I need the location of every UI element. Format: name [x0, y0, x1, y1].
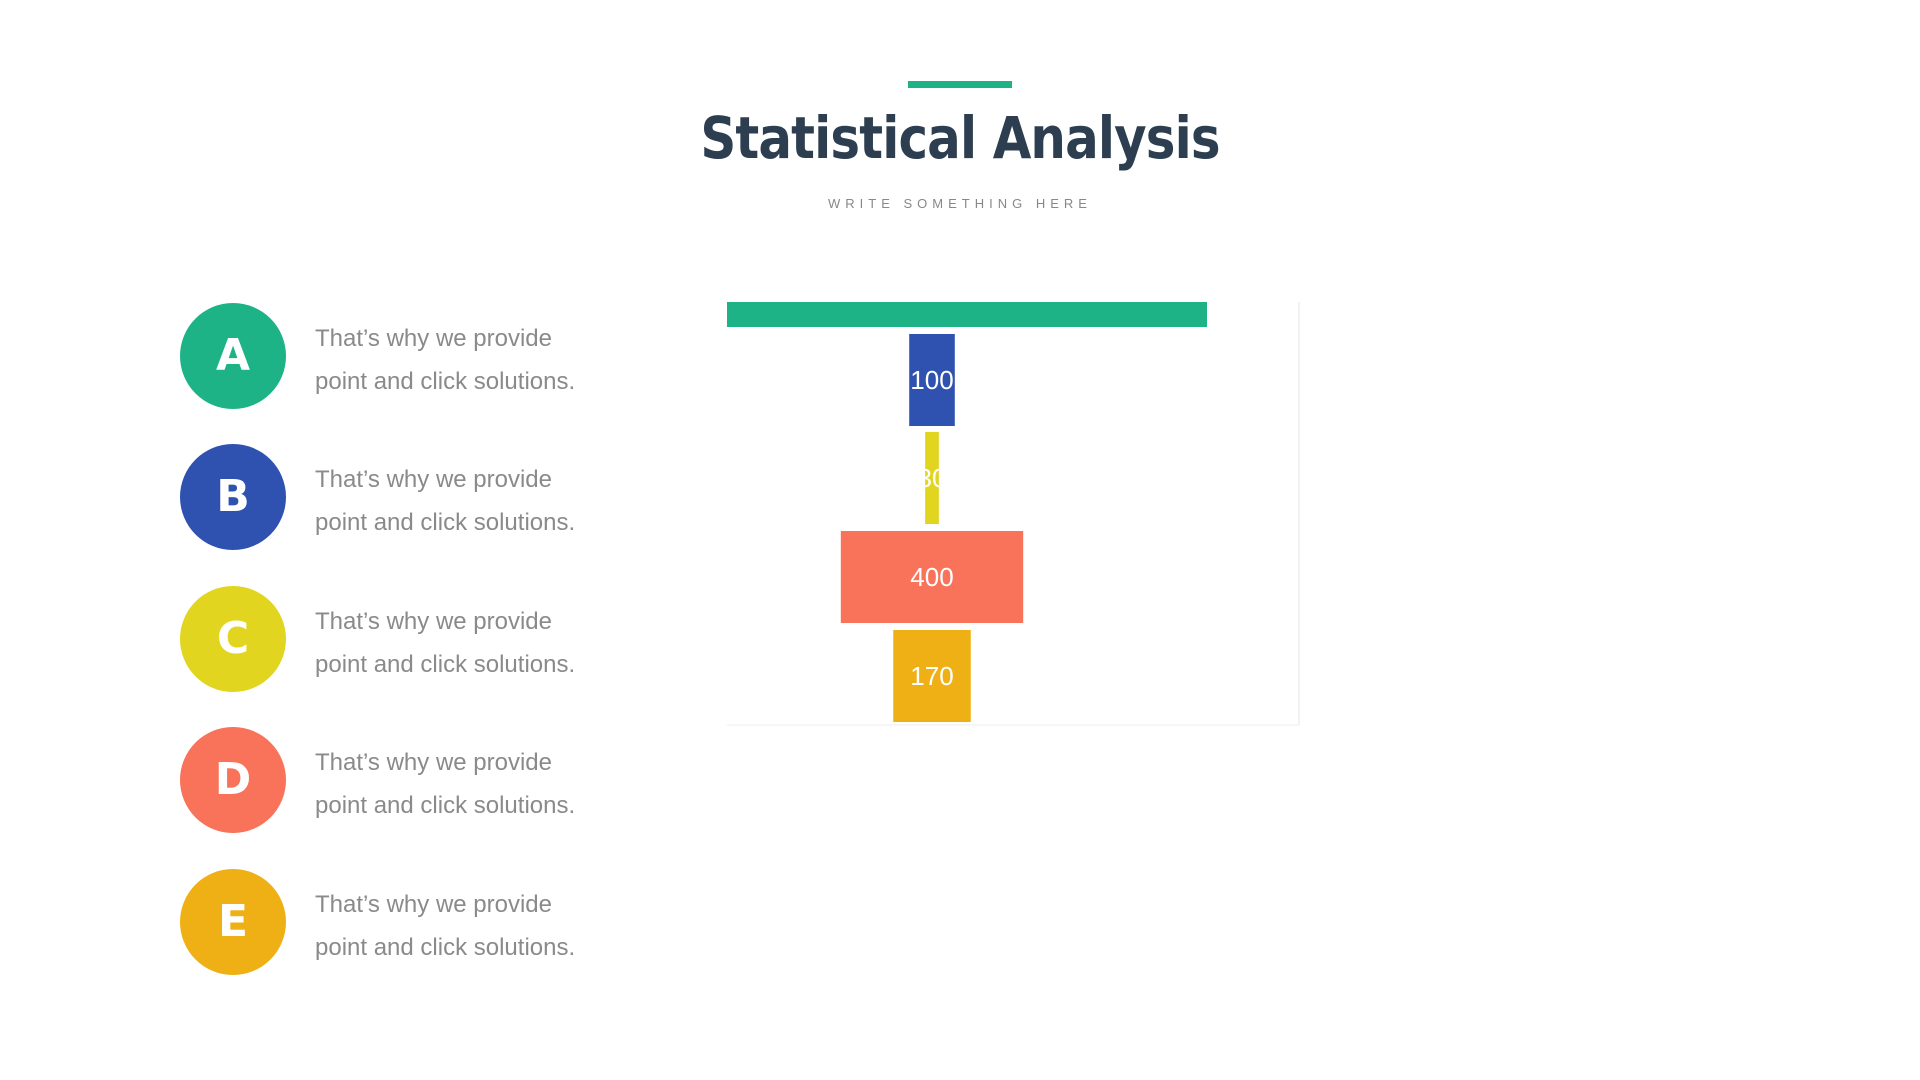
legend-text-line: point and click solutions. — [315, 934, 576, 961]
legend-description-a: That’s why we provide point and click so… — [315, 317, 675, 403]
legend-item-b: B That’s why we provide point and click … — [180, 444, 700, 550]
legend-text-line: That’s why we provide — [315, 325, 552, 352]
data-label-c: 30 — [918, 463, 947, 493]
bar-d — [840, 531, 1024, 623]
data-label-e: 170 — [910, 661, 953, 691]
legend-item-d: D That’s why we provide point and click … — [180, 727, 700, 833]
legend-text-line: point and click solutions. — [315, 368, 576, 395]
legend-item-e: E That’s why we provide point and click … — [180, 869, 700, 975]
legend-badge-e: E — [180, 869, 286, 975]
bar-a — [727, 302, 1207, 327]
bar-e — [893, 630, 971, 722]
legend-description-c: That’s why we provide point and click so… — [315, 600, 675, 686]
legend-description-d: That’s why we provide point and click so… — [315, 741, 675, 827]
legend-badge-b: B — [180, 444, 286, 550]
legend-description-b: That’s why we provide point and click so… — [315, 458, 675, 544]
title-accent-line — [908, 81, 1012, 88]
legend-description-e: That’s why we provide point and click so… — [315, 883, 675, 969]
legend-text-line: That’s why we provide — [315, 466, 552, 493]
legend-badge-c: C — [180, 586, 286, 692]
legend-badge-a: A — [180, 303, 286, 409]
legend-text-line: point and click solutions. — [315, 509, 576, 536]
data-label-d: 400 — [910, 562, 953, 592]
page-title: Statistical Analysis — [700, 104, 1220, 172]
bar-b — [909, 334, 955, 426]
legend-badge-d: D — [180, 727, 286, 833]
legend-text-line: That’s why we provide — [315, 608, 552, 635]
legend-text-line: That’s why we provide — [315, 749, 552, 776]
legend-item-a: A That’s why we provide point and click … — [180, 303, 700, 409]
legend-text-line: point and click solutions. — [315, 651, 576, 678]
bar-c — [925, 432, 939, 524]
data-label-b: 100 — [910, 365, 953, 395]
page-subtitle: WRITE SOMETHING HERE — [828, 196, 1092, 211]
legend-text-line: That’s why we provide — [315, 891, 552, 918]
legend-item-c: C That’s why we provide point and click … — [180, 586, 700, 692]
legend-text-line: point and click solutions. — [315, 792, 576, 819]
